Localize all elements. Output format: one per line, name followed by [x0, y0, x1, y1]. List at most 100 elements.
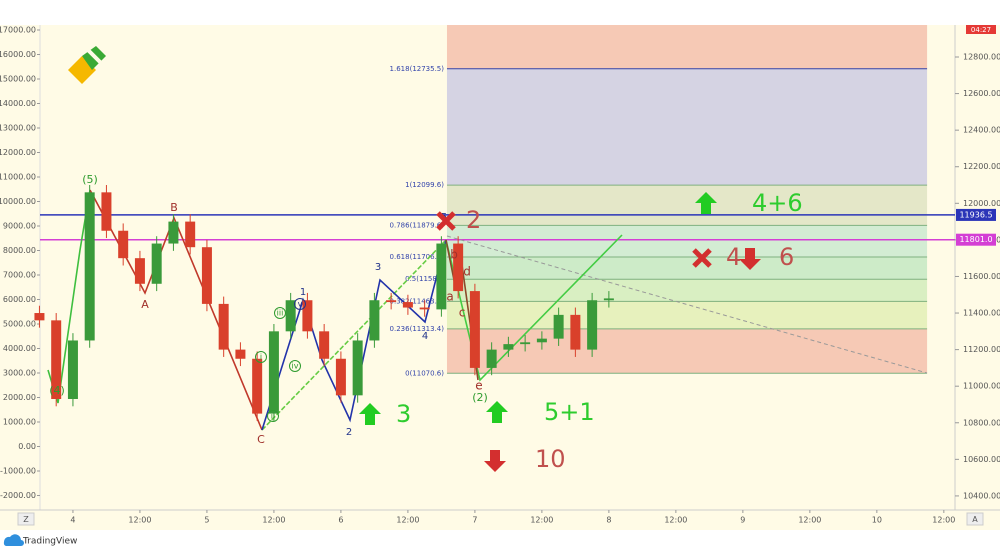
- left-tick-label: 13000.00: [0, 123, 36, 132]
- fib-zone: [446, 225, 928, 257]
- annotation: e: [475, 379, 482, 393]
- candle-body: [235, 349, 246, 359]
- trend-line: [446, 235, 928, 374]
- candle-body: [553, 314, 564, 339]
- annotation: v: [298, 300, 303, 309]
- x-tick-label: 9: [740, 516, 745, 525]
- annotation: ii: [271, 412, 275, 421]
- x-tick-label: 12:00: [262, 516, 285, 525]
- fib-label: 1.618(12735.5): [390, 65, 445, 73]
- fib-label: 0(11070.6): [405, 369, 444, 377]
- fib-zone: [446, 68, 928, 186]
- candle-body: [84, 192, 95, 341]
- left-tick-label: 14000.00: [0, 99, 36, 108]
- a-button-label[interactable]: A: [972, 515, 978, 524]
- up-arrow-icon: [695, 192, 717, 214]
- fib-zone: [446, 256, 928, 280]
- candle-body: [603, 298, 614, 301]
- candle-body: [486, 349, 497, 368]
- left-tick-label: 5000.00: [3, 319, 36, 328]
- z-button-label[interactable]: Z: [23, 515, 29, 524]
- candle-body: [402, 302, 413, 308]
- wave-circle: [255, 351, 267, 363]
- logo: [68, 46, 106, 84]
- candle-body: [436, 243, 447, 310]
- fib-label: 0.786(11879.6): [390, 221, 445, 229]
- candle-body: [319, 331, 330, 359]
- candle-body: [118, 230, 129, 259]
- left-tick-label: 9000.00: [3, 221, 36, 230]
- annotation: i: [260, 353, 262, 362]
- candle-body: [51, 320, 62, 399]
- x-tick-label: 5: [204, 516, 209, 525]
- x-tick-label: 4: [70, 516, 75, 525]
- x-tick-label: 10: [872, 516, 882, 525]
- annotation: 4: [726, 243, 741, 271]
- annotation: 3: [396, 400, 411, 428]
- annotation: (5): [82, 173, 98, 186]
- x-tick-label: 12:00: [664, 516, 687, 525]
- candle-body: [520, 342, 531, 345]
- fib-layer: 1.618(12735.5) 1(12099.6) 0.786(11879.6) 0.…: [390, 25, 928, 377]
- right-tick-label: 10600.00: [963, 455, 1000, 464]
- right-tick-label: 10800.00: [963, 418, 1000, 427]
- z-button[interactable]: [17, 512, 35, 526]
- candle-body: [369, 300, 380, 341]
- candle-body: [536, 338, 547, 343]
- annotation: 1: [300, 287, 306, 298]
- right-tick-label: 11400.00: [963, 309, 1000, 318]
- right-tick-label: 12200.00: [963, 162, 1000, 171]
- left-tick-label: 0.00: [18, 442, 36, 451]
- fib-label: 0.382(11463.6): [390, 297, 445, 305]
- left-tick-label: 6000.00: [3, 295, 36, 304]
- candle-body: [570, 314, 581, 350]
- x-tick-label: 12:00: [128, 516, 151, 525]
- wave-circle: [294, 298, 306, 310]
- annotation: iii: [277, 309, 284, 318]
- annotation-layer: (5)BAC(4)iiiiiiivv12345abcde(2)24+64635+…: [49, 173, 802, 473]
- x-tick-label: 12:00: [798, 516, 821, 525]
- right-tick-label: 11600.00: [963, 272, 1000, 281]
- candle-body: [168, 221, 179, 244]
- wave-circle: [274, 307, 286, 319]
- right-tick-label: 12400.00: [963, 126, 1000, 135]
- candle-body: [185, 221, 196, 248]
- annotation: 3: [375, 262, 381, 273]
- x-tick-label: 12:00: [932, 516, 955, 525]
- annotation: A: [141, 298, 149, 311]
- left-tick-label: 2000.00: [3, 393, 36, 402]
- price-line-box: [956, 208, 996, 221]
- right-tick-label: 11000.00: [963, 382, 1000, 391]
- annotation: (2): [472, 391, 488, 404]
- candle-body: [201, 247, 212, 304]
- x-tick-label: 7: [472, 516, 477, 525]
- price-line-box: [956, 233, 996, 246]
- annotation: a: [446, 290, 453, 304]
- fib-zone: [446, 185, 928, 226]
- up-arrow-icon: [486, 401, 508, 423]
- a-button[interactable]: [966, 512, 984, 526]
- left-tick-label: 17000.00: [0, 25, 36, 34]
- right-tick-label: 12000.00: [963, 199, 1000, 208]
- wave-circle: [289, 360, 301, 372]
- price-line-label: 11801.0: [959, 235, 992, 244]
- left-tick-label: 10000.00: [0, 197, 36, 206]
- candle-body: [587, 300, 598, 350]
- left-tick-label: 4000.00: [3, 344, 36, 353]
- wave-line: [261, 239, 447, 431]
- annotation: 5+1: [544, 398, 595, 426]
- wave-circle: [267, 410, 279, 422]
- candle-body: [386, 300, 397, 303]
- left-tick-label: 3000.00: [3, 368, 36, 377]
- price-line-label: 11936.5: [959, 210, 992, 219]
- right-tick-label: 11200.00: [963, 345, 1000, 354]
- candle-body: [67, 340, 78, 399]
- time-box: [966, 25, 996, 34]
- annotation: 4+6: [752, 189, 803, 217]
- candle-body: [503, 344, 514, 350]
- candle-body: [352, 340, 363, 396]
- brand-logo: [3, 534, 25, 546]
- down-arrow-icon: [739, 248, 761, 270]
- candle-body: [285, 300, 296, 332]
